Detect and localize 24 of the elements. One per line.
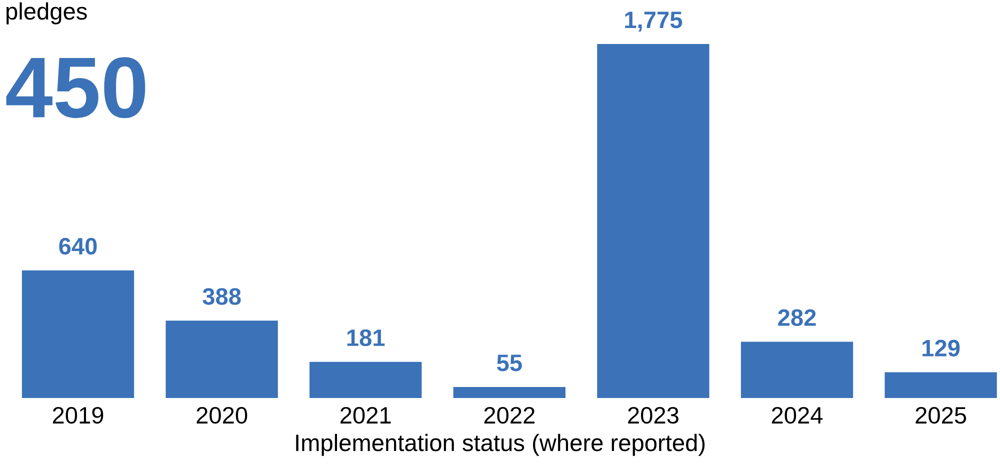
data-label: 282 [778,309,816,326]
data-label: 388 [202,288,241,305]
annotation: 450 [6,57,146,118]
data-label: 1,775 [625,12,682,32]
x-tick-label: 2022 [484,406,534,424]
bar [884,372,997,398]
bar [740,342,854,398]
bar [453,387,566,398]
data-label: 55 [496,354,522,372]
text: pledges [6,2,87,24]
x-tick-label: 2019 [52,406,104,424]
bar [597,44,710,398]
data-label: 640 [59,238,97,255]
data-label: 129 [922,340,960,356]
data-label: 181 [347,329,385,346]
x-tick-label: 2024 [772,406,823,424]
x-tick-label: 2025 [916,406,966,424]
bar [166,320,278,398]
bar [22,270,134,398]
x-tick-label: 2023 [628,406,678,424]
x-axis-title: Implementation status (where reported) [296,434,705,456]
x-tick-label: 2020 [196,406,248,424]
x-tick-label: 2021 [340,406,391,424]
bar [310,362,422,398]
